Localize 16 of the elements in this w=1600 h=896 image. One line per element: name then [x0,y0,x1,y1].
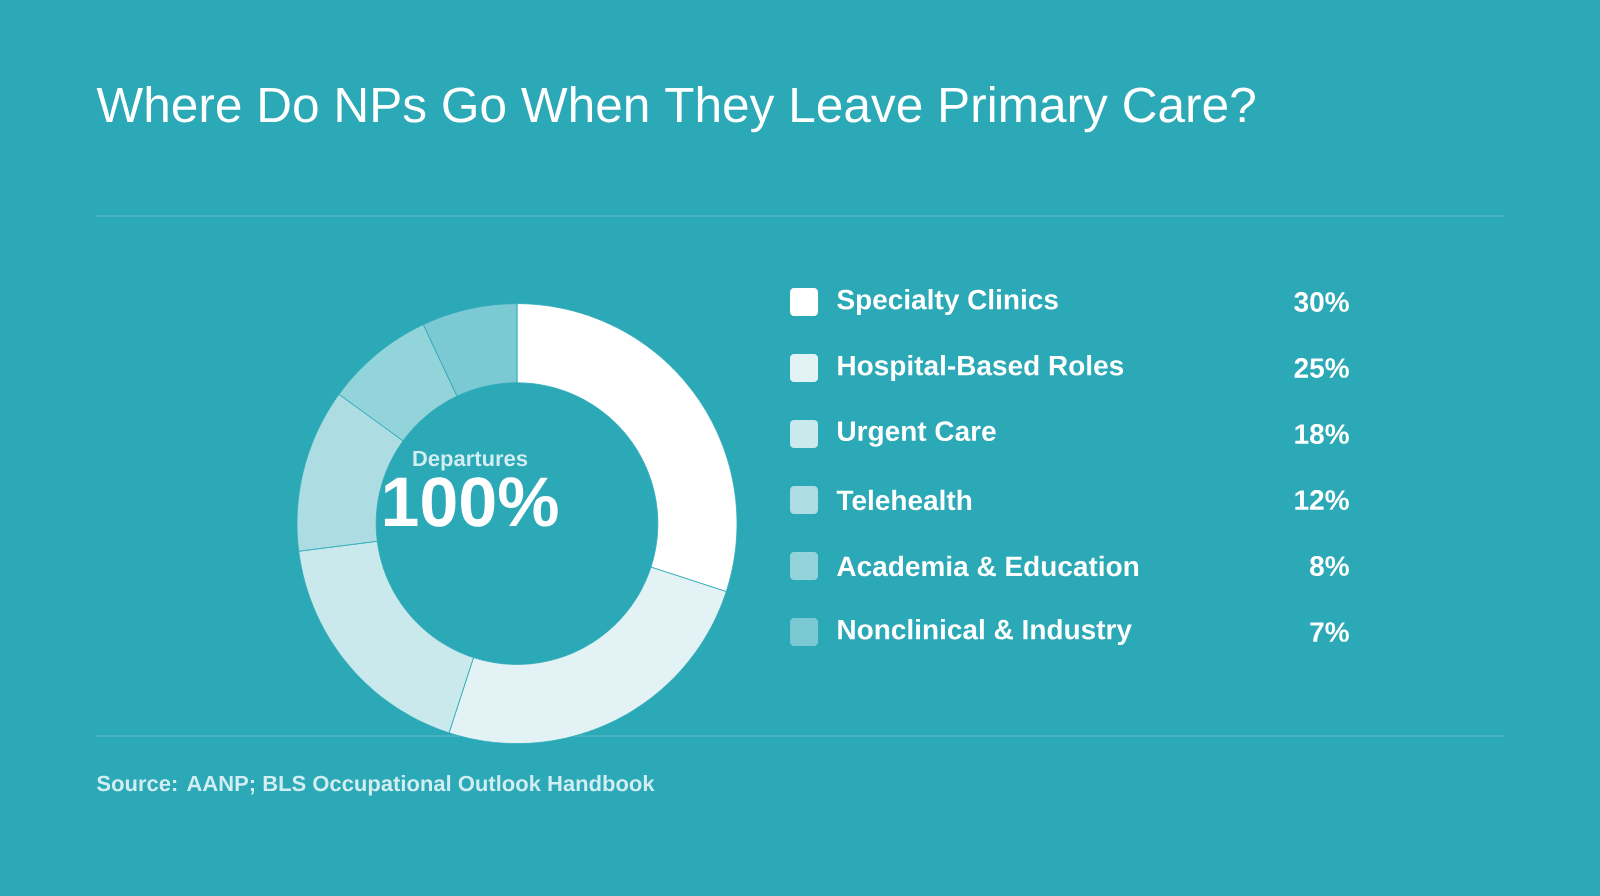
legend-label: Urgent Care [838,421,996,447]
data-label: 7% [1310,622,1349,642]
data-label: 30% [1294,292,1349,312]
data-label: 25% [1294,358,1349,378]
source-note: Source: AANP; BLS Occupational Outlook Handbook [97,775,655,796]
chart-title: Where Do NPs Go When They Leave Primary Care? [96,86,1255,133]
data-label: 8% [1310,556,1349,576]
legend-label: Specialty Clinics [837,288,1058,316]
legend-label: Academia & Education [837,555,1139,577]
text: 100% [384,477,558,527]
data-label: 12% [1295,490,1349,510]
legend-label: Telehealth [836,489,972,511]
legend-label: Hospital-Based Roles [838,354,1124,382]
text: Departures [413,450,528,471]
data-label: 18% [1295,424,1349,444]
legend-label: Nonclinical & Industry [838,618,1132,646]
